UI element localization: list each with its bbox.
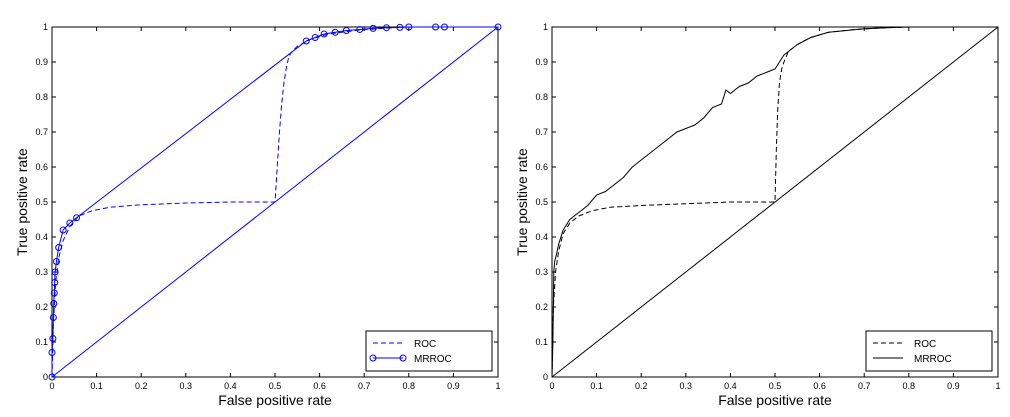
left-mrroc-point bbox=[49, 335, 57, 342]
right-y-tick-label: 0.3 bbox=[535, 267, 548, 277]
left-x-tick-label: 0.7 bbox=[358, 381, 371, 391]
right-x-tick-label: 0.5 bbox=[769, 381, 782, 391]
left-mrroc-point bbox=[432, 23, 440, 31]
left-x-axis-label: False positive rate bbox=[218, 392, 332, 408]
right-x-tick-label: 0.9 bbox=[947, 381, 960, 391]
left-y-tick-label: 1 bbox=[43, 22, 48, 32]
right-legend-box bbox=[865, 330, 993, 372]
left-mrroc-point bbox=[59, 226, 67, 234]
left-y-tick-label: 0.4 bbox=[35, 232, 48, 242]
left-y-tick-label: 0 bbox=[43, 372, 48, 382]
left-x-tick-label: 0.5 bbox=[269, 381, 282, 391]
right-x-tick-label: 0.4 bbox=[724, 381, 737, 391]
left-legend: ROC MRROC bbox=[365, 330, 493, 372]
right-y-tick-label: 0.9 bbox=[535, 57, 548, 67]
left-y-tick-label: 0.5 bbox=[35, 197, 48, 207]
left-mrroc-point bbox=[331, 28, 339, 36]
left-x-tick-label: 1 bbox=[495, 381, 500, 391]
left-chart-ticks: 0 0.1 0.2 0.3 0.4 0.5 0.6 0.7 0.8 0.9 1 0 0.1 0.2 0.3 0… bbox=[35, 22, 500, 391]
left-legend-mrroc-marker bbox=[399, 354, 407, 362]
right-x-axis-label: False positive rate bbox=[718, 392, 832, 408]
left-y-tick-label: 0.2 bbox=[35, 302, 48, 312]
left-x-tick-label: 0.8 bbox=[403, 381, 416, 391]
right-y-tick-label: 1 bbox=[543, 22, 548, 32]
left-x-tick-label: 0.6 bbox=[313, 381, 326, 391]
right-y-tick-label: 0 bbox=[543, 372, 548, 382]
right-y-tick-label: 0.7 bbox=[535, 127, 548, 137]
left-mrroc-point bbox=[440, 23, 448, 31]
left-mrroc-point bbox=[342, 27, 350, 34]
right-legend-mrroc-label: MRROC bbox=[914, 354, 952, 365]
left-mrroc-point bbox=[396, 23, 404, 31]
left-x-tick-label: 0 bbox=[49, 381, 54, 391]
left-mrroc-point bbox=[48, 349, 56, 356]
left-y-tick-label: 0.8 bbox=[35, 92, 48, 102]
left-legend-roc-label: ROC bbox=[414, 339, 436, 350]
left-x-tick-label: 0.4 bbox=[224, 381, 237, 391]
left-mrroc-point bbox=[51, 268, 59, 276]
left-mrroc-point bbox=[405, 23, 413, 31]
left-x-tick-label: 0.2 bbox=[135, 381, 148, 391]
right-x-tick-label: 0.3 bbox=[680, 381, 693, 391]
left-mrroc-point bbox=[494, 23, 502, 31]
left-legend-box bbox=[365, 330, 493, 372]
right-y-tick-label: 0.1 bbox=[535, 337, 548, 347]
right-y-tick-label: 0.2 bbox=[535, 302, 548, 312]
right-legend-roc-label: ROC bbox=[914, 339, 936, 350]
left-y-tick-label: 0.7 bbox=[35, 127, 48, 137]
right-chart-ticks: 0 0.1 0.2 0.3 0.4 0.5 0.6 0.7 0.8 0.9 1 0 0.1 0.2 0.3 0… bbox=[535, 22, 1000, 391]
left-y-tick-label: 0.3 bbox=[35, 267, 48, 277]
left-mrroc-point bbox=[55, 244, 63, 251]
right-y-tick-label: 0.4 bbox=[535, 232, 548, 242]
right-x-tick-label: 0.2 bbox=[635, 381, 648, 391]
left-x-tick-label: 0.1 bbox=[90, 381, 103, 391]
left-mrroc-point bbox=[311, 34, 319, 41]
right-chance-line bbox=[551, 26, 999, 378]
left-mrroc-point bbox=[49, 314, 57, 321]
right-chart-series bbox=[551, 26, 999, 378]
left-chart-series bbox=[48, 23, 502, 381]
left-x-tick-label: 0.9 bbox=[447, 381, 460, 391]
right-x-tick-label: 1 bbox=[995, 381, 1000, 391]
left-mrroc-point bbox=[52, 258, 60, 265]
left-y-axis-label: True positive rate bbox=[14, 148, 30, 256]
left-y-tick-label: 0.6 bbox=[35, 162, 48, 172]
right-x-tick-label: 0.6 bbox=[813, 381, 826, 391]
right-y-tick-label: 0.6 bbox=[535, 162, 548, 172]
left-y-tick-label: 0.9 bbox=[35, 57, 48, 67]
left-mrroc-point bbox=[66, 219, 74, 227]
left-mrroc-point bbox=[356, 25, 364, 33]
left-mrroc-point bbox=[302, 37, 310, 45]
left-mrroc-point bbox=[383, 24, 390, 32]
left-legend-mrroc-label: MRROC bbox=[414, 354, 452, 365]
left-mrroc-point bbox=[369, 24, 377, 32]
left-mrroc-point bbox=[48, 373, 56, 381]
right-y-axis-label: True positive rate bbox=[514, 148, 530, 256]
left-mrroc-point bbox=[73, 214, 81, 222]
left-mrroc-point bbox=[50, 300, 58, 307]
left-legend-mrroc-marker bbox=[369, 354, 377, 362]
right-roc-chart: 0 0.1 0.2 0.3 0.4 0.5 0.6 0.7 0.8 0.9 1 0 0.1 0.2 0.3 0… bbox=[514, 22, 1001, 408]
right-x-tick-label: 0.8 bbox=[903, 381, 916, 391]
left-roc-chart: 0 0.1 0.2 0.3 0.4 0.5 0.6 0.7 0.8 0.9 1 0 0.1 0.2 0.3 0… bbox=[14, 22, 502, 408]
right-x-tick-label: 0 bbox=[549, 381, 554, 391]
left-mrroc-point bbox=[320, 30, 328, 38]
right-mrroc-curve bbox=[551, 26, 998, 378]
right-legend: ROC MRROC bbox=[865, 330, 993, 372]
left-mrroc-point bbox=[50, 289, 58, 297]
left-x-tick-label: 0.3 bbox=[180, 381, 193, 391]
left-mrroc-curve bbox=[51, 26, 498, 377]
right-x-tick-label: 0.1 bbox=[590, 381, 603, 391]
right-x-tick-label: 0.7 bbox=[858, 381, 871, 391]
left-y-tick-label: 0.1 bbox=[35, 337, 48, 347]
left-mrroc-point bbox=[51, 279, 59, 286]
right-y-tick-label: 0.5 bbox=[535, 197, 548, 207]
left-chance-line bbox=[51, 26, 499, 378]
right-y-tick-label: 0.8 bbox=[535, 92, 548, 102]
